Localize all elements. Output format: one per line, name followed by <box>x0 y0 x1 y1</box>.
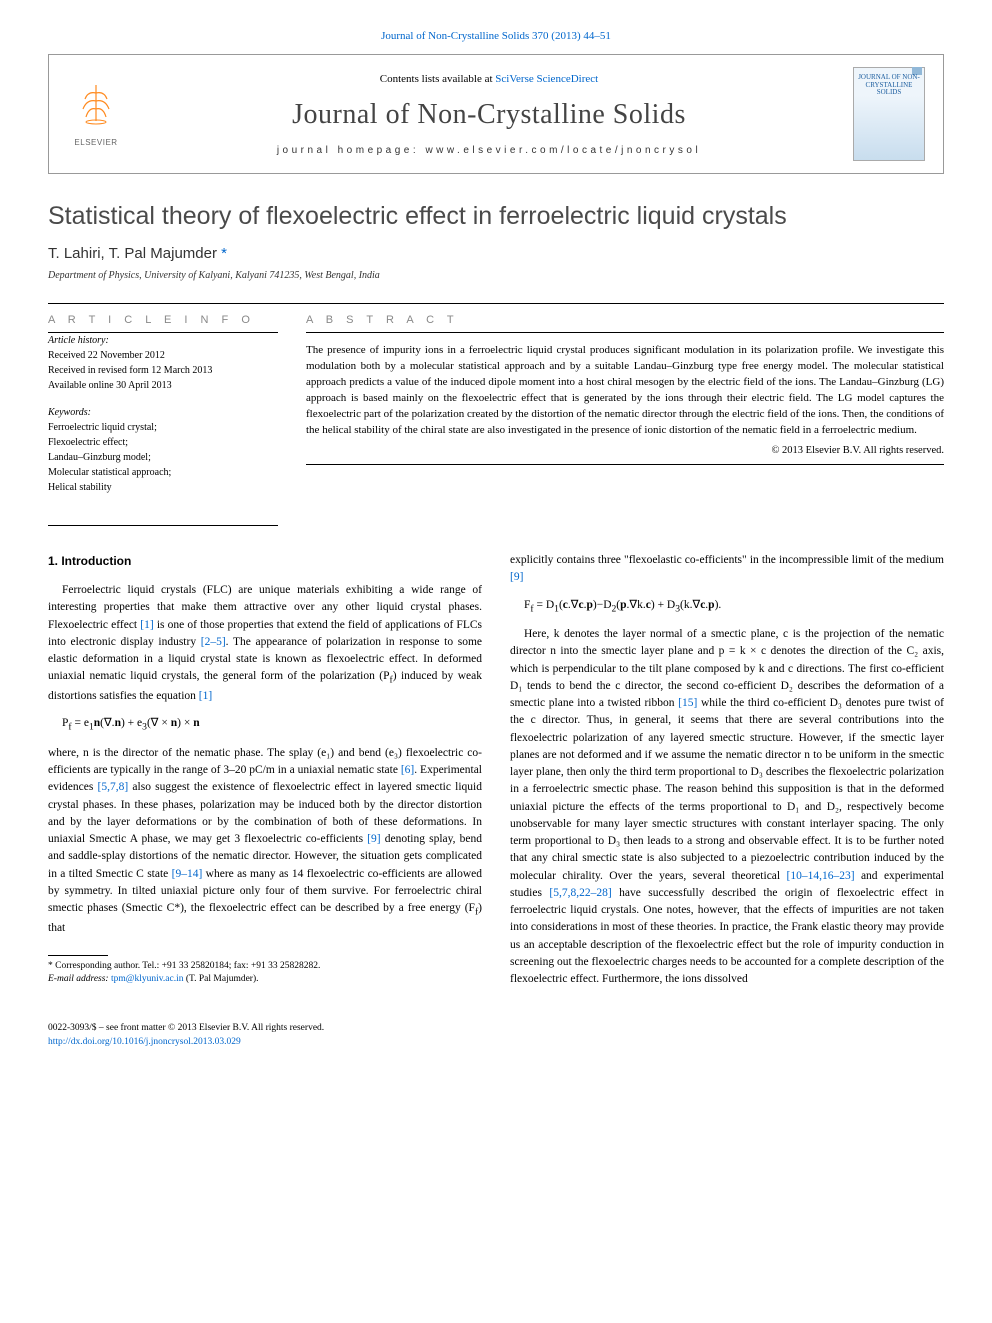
left-column: 1. Introduction Ferroelectric liquid cry… <box>48 552 482 998</box>
page-footer: 0022-3093/$ – see front matter © 2013 El… <box>48 1022 944 1049</box>
body-paragraph: where, n is the director of the nematic … <box>48 745 482 937</box>
body-paragraph: explicitly contains three "flexoelastic … <box>510 552 944 587</box>
homepage-line: journal homepage: www.elsevier.com/locat… <box>143 145 835 156</box>
publisher-logo: ELSEVIER <box>67 81 125 147</box>
contents-prefix: Contents lists available at <box>380 73 495 85</box>
article-title: Statistical theory of flexoelectric effe… <box>48 202 944 231</box>
citation-link[interactable]: [9] <box>510 571 523 583</box>
citation-link[interactable]: [5,7,8] <box>98 781 129 793</box>
citation-link[interactable]: [6] <box>401 764 414 776</box>
corr-email-line: E-mail address: tpm@klyuniv.ac.in (T. Pa… <box>48 973 482 986</box>
online-date: Available online 30 April 2013 <box>48 378 278 393</box>
citation-link[interactable]: [2–5] <box>201 636 226 648</box>
citation-link[interactable]: [1] <box>140 619 153 631</box>
journal-header: ELSEVIER Contents lists available at Sci… <box>48 54 944 174</box>
corr-author-line: * Corresponding author. Tel.: +91 33 258… <box>48 960 482 973</box>
journal-cover-thumbnail: JOURNAL OF NON-CRYSTALLINE SOLIDS <box>853 67 925 161</box>
cover-title: JOURNAL OF NON-CRYSTALLINE SOLIDS <box>858 74 920 97</box>
doi-link[interactable]: http://dx.doi.org/10.1016/j.jnoncrysol.2… <box>48 1037 241 1047</box>
citation-link[interactable]: [10–14,16–23] <box>787 870 855 882</box>
header-center: Contents lists available at SciVerse Sci… <box>143 73 835 156</box>
section-heading-introduction: 1. Introduction <box>48 552 482 570</box>
email-suffix: (T. Pal Majumder). <box>184 974 259 984</box>
affiliation: Department of Physics, University of Kal… <box>48 270 944 281</box>
sciencedirect-link[interactable]: SciVerse ScienceDirect <box>495 73 598 85</box>
running-header-link[interactable]: Journal of Non-Crystalline Solids 370 (2… <box>381 30 611 42</box>
contents-line: Contents lists available at SciVerse Sci… <box>143 73 835 85</box>
received-date: Received 22 November 2012 <box>48 348 278 363</box>
divider <box>48 525 278 526</box>
corresponding-author-mark[interactable]: * <box>221 245 227 262</box>
abstract-copyright: © 2013 Elsevier B.V. All rights reserved… <box>306 445 944 456</box>
article-info-column: A R T I C L E I N F O Article history: R… <box>48 304 278 507</box>
keywords-label: Keywords: <box>48 405 278 420</box>
footer-copyright: 0022-3093/$ – see front matter © 2013 El… <box>48 1022 944 1035</box>
equation: Pf = e1n(∇.n) + e3(∇ × n) × n <box>62 715 482 735</box>
journal-name: Journal of Non-Crystalline Solids <box>143 99 835 131</box>
abstract-column: A B S T R A C T The presence of impurity… <box>306 304 944 507</box>
citation-link[interactable]: [9] <box>367 833 380 845</box>
keyword: Helical stability <box>48 480 278 495</box>
running-header: Journal of Non-Crystalline Solids 370 (2… <box>48 30 944 42</box>
homepage-url: www.elsevier.com/locate/jnoncrysol <box>425 145 701 156</box>
info-abstract-row: A R T I C L E I N F O Article history: R… <box>48 304 944 507</box>
body-paragraph: Ferroelectric liquid crystals (FLC) are … <box>48 582 482 705</box>
corresponding-author-footnote: * Corresponding author. Tel.: +91 33 258… <box>48 960 482 987</box>
right-column: explicitly contains three "flexoelastic … <box>510 552 944 998</box>
elsevier-tree-icon <box>73 81 119 127</box>
article-history: Article history: Received 22 November 20… <box>48 333 278 393</box>
keyword: Molecular statistical approach; <box>48 465 278 480</box>
publisher-name: ELSEVIER <box>74 138 117 147</box>
email-label: E-mail address: <box>48 974 111 984</box>
article-info-label: A R T I C L E I N F O <box>48 304 278 332</box>
citation-link[interactable]: [5,7,8,22–28] <box>549 887 611 899</box>
revised-date: Received in revised form 12 March 2013 <box>48 363 278 378</box>
abstract-label: A B S T R A C T <box>306 304 944 332</box>
citation-link[interactable]: [1] <box>199 690 212 702</box>
history-label: Article history: <box>48 333 278 348</box>
keyword: Flexoelectric effect; <box>48 435 278 450</box>
equation: Ff = D1(c.∇c.p)−D2(p.∇k.c) + D3(k.∇c.p). <box>524 597 944 617</box>
keywords-block: Keywords: Ferroelectric liquid crystal; … <box>48 405 278 495</box>
authors: T. Lahiri, T. Pal Majumder * <box>48 245 944 262</box>
divider <box>306 464 944 465</box>
citation-link[interactable]: [15] <box>678 697 697 709</box>
keyword: Ferroelectric liquid crystal; <box>48 420 278 435</box>
abstract-text: The presence of impurity ions in a ferro… <box>306 333 944 439</box>
email-link[interactable]: tpm@klyuniv.ac.in <box>111 974 184 984</box>
homepage-prefix: journal homepage: <box>277 145 426 156</box>
citation-link[interactable]: [9–14] <box>172 868 203 880</box>
keyword: Landau–Ginzburg model; <box>48 450 278 465</box>
body-paragraph: Here, k denotes the layer normal of a sm… <box>510 626 944 988</box>
authors-list: T. Lahiri, T. Pal Majumder <box>48 245 221 262</box>
footnote-separator <box>48 955 108 956</box>
body-columns: 1. Introduction Ferroelectric liquid cry… <box>48 552 944 998</box>
